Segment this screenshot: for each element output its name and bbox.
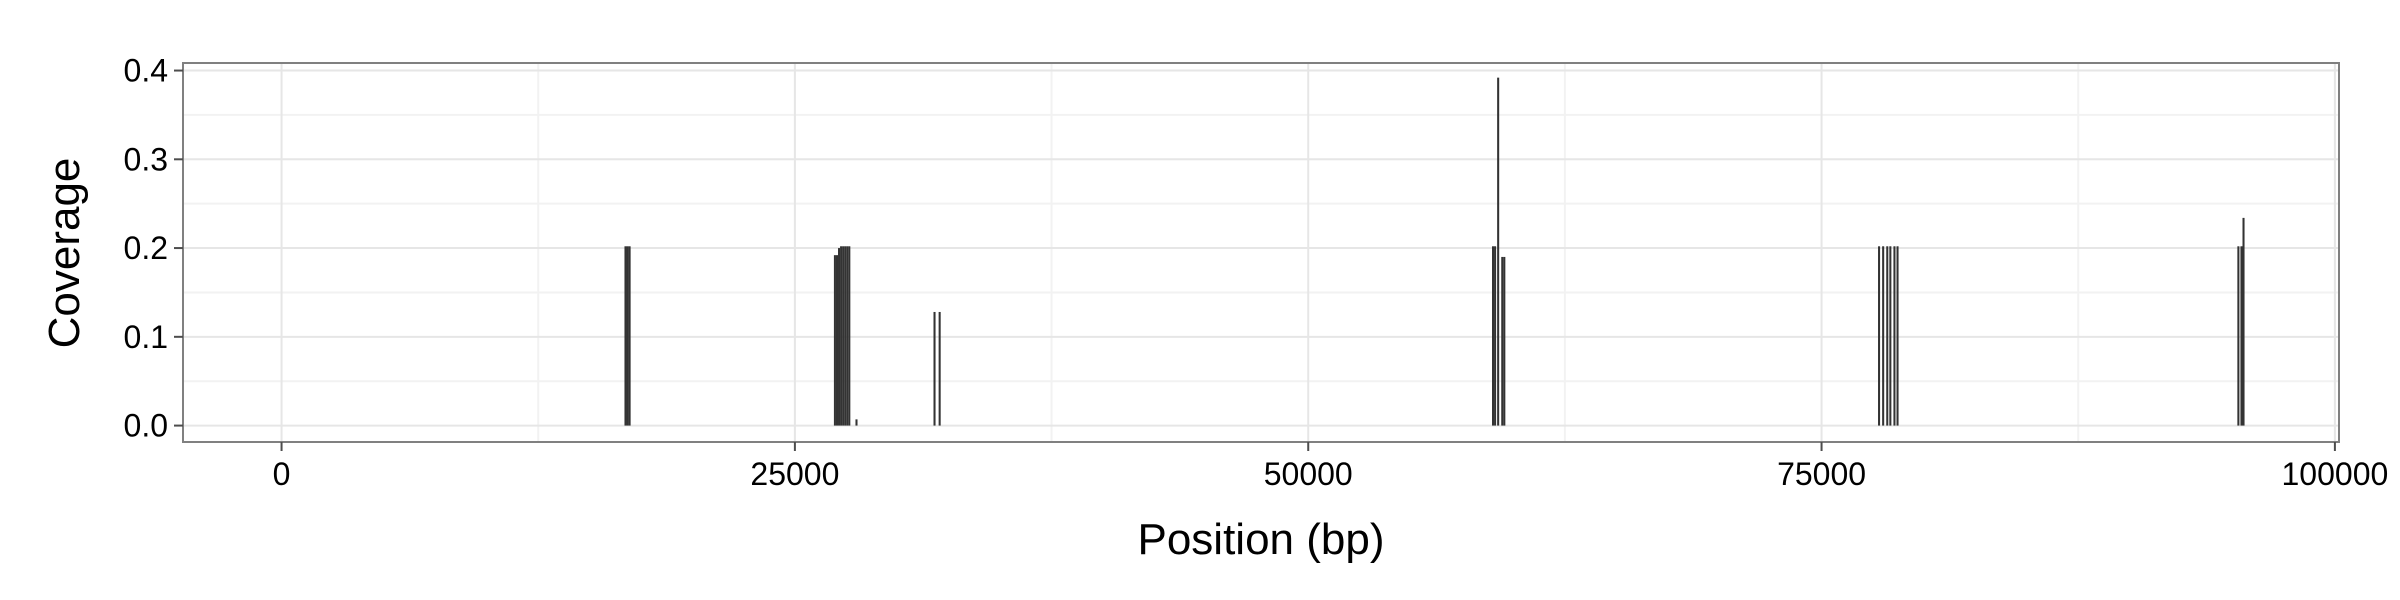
coverage-bar	[848, 246, 851, 426]
x-tick-label: 50000	[1264, 456, 1353, 492]
coverage-bar	[833, 255, 836, 426]
coverage-bar	[1893, 246, 1896, 426]
coverage-bar	[840, 246, 843, 426]
coverage-bar	[855, 419, 858, 426]
coverage-bar	[1494, 246, 1497, 426]
coverage-bars	[624, 77, 2245, 426]
y-axis-ticks: 0.0 0.1 0.2 0.3 0.4	[124, 53, 183, 444]
y-tick-label: 0.0	[124, 408, 168, 444]
coverage-bar	[1882, 246, 1885, 426]
coverage-bar	[1886, 246, 1889, 426]
minor-gridlines	[183, 63, 2339, 442]
x-tick-label: 25000	[750, 456, 839, 492]
coverage-bar	[846, 246, 849, 426]
major-gridlines	[183, 63, 2339, 442]
y-tick-label: 0.1	[124, 319, 168, 355]
coverage-bar	[1503, 256, 1506, 426]
x-axis-ticks: 0 25000 50000 75000 100000	[273, 442, 2389, 492]
coverage-bar	[2240, 246, 2243, 426]
coverage-bar	[628, 246, 631, 426]
coverage-bar	[842, 246, 845, 426]
y-tick-label: 0.4	[124, 53, 168, 89]
coverage-bar	[1889, 246, 1892, 426]
x-tick-label: 75000	[1777, 456, 1866, 492]
y-tick-label: 0.3	[124, 141, 168, 177]
coverage-bar	[2237, 246, 2240, 426]
coverage-bar	[1878, 246, 1881, 426]
coverage-bar	[1497, 77, 1500, 426]
x-tick-label: 100000	[2282, 456, 2389, 492]
coverage-bar	[838, 248, 841, 426]
coverage-bar	[1492, 246, 1495, 426]
coverage-bar	[938, 311, 941, 426]
plot-panel-border	[182, 62, 2340, 443]
y-tick-label: 0.2	[124, 230, 168, 266]
coverage-bar	[844, 246, 847, 426]
coverage-bar	[626, 246, 629, 426]
coverage-bar	[1896, 246, 1899, 426]
coverage-bar	[835, 255, 839, 426]
y-axis-title: Coverage	[40, 158, 89, 349]
x-tick-label: 0	[273, 456, 291, 492]
coverage-bar	[1501, 256, 1504, 426]
coverage-bar	[624, 246, 627, 426]
coverage-bar	[2242, 217, 2245, 426]
coverage-bar	[933, 311, 936, 426]
x-axis-title: Position (bp)	[1137, 515, 1384, 564]
